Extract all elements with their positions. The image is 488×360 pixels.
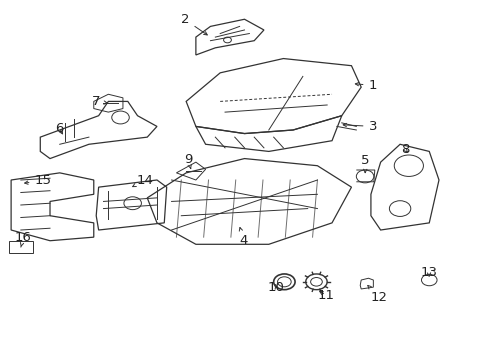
Text: 9: 9 [183, 153, 192, 169]
Text: 5: 5 [361, 154, 369, 173]
Text: 14: 14 [132, 174, 153, 186]
Text: 6: 6 [55, 122, 63, 135]
Text: 7: 7 [92, 95, 107, 108]
Text: 10: 10 [267, 281, 284, 294]
Text: 11: 11 [317, 288, 334, 302]
Text: 16: 16 [15, 231, 32, 247]
Text: 4: 4 [239, 228, 247, 247]
Text: 12: 12 [367, 285, 387, 304]
Text: 1: 1 [355, 79, 376, 92]
Text: 8: 8 [400, 143, 408, 156]
Text: 3: 3 [343, 120, 376, 133]
Text: 2: 2 [181, 13, 207, 35]
Text: 15: 15 [24, 174, 51, 187]
Text: 13: 13 [420, 266, 437, 279]
